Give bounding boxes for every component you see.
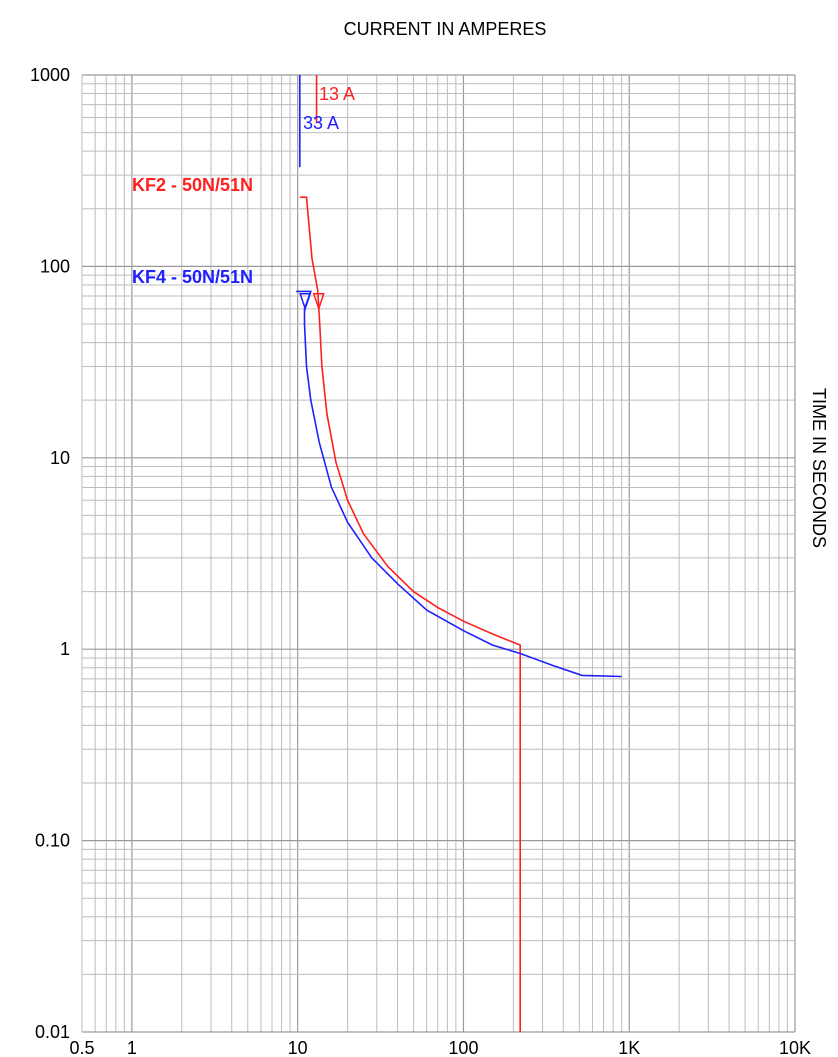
grid <box>81 74 796 1033</box>
pickup-triangle-kf2 <box>312 292 325 312</box>
x-tick-label: 1K <box>618 1038 640 1057</box>
y-tick-label: 100 <box>40 256 70 276</box>
y-tick-label: 0.10 <box>35 831 70 851</box>
x-axis-title: CURRENT IN AMPERES <box>344 19 547 39</box>
series-line-kf4 <box>296 290 622 678</box>
y-tick-label: 10 <box>50 448 70 468</box>
series-label-kf2: KF2 - 50N/51N <box>132 175 253 195</box>
y-tick-label: 1 <box>60 639 70 659</box>
y-tick-label: 0.01 <box>35 1022 70 1042</box>
x-tick-label: 100 <box>448 1038 478 1057</box>
x-tick-label: 10K <box>779 1038 811 1057</box>
pickup-label-33a: 33 A <box>303 113 339 133</box>
pickup-triangle-kf4 <box>299 292 312 312</box>
curves <box>296 196 622 1032</box>
y-axis-title: TIME IN SECONDS <box>809 388 829 548</box>
pickup-label-13a: 13 A <box>319 84 355 104</box>
series-line-kf2 <box>299 196 521 1032</box>
x-tick-label: 1 <box>127 1038 137 1057</box>
pickup-markers <box>299 75 325 312</box>
y-tick-label: 1000 <box>30 65 70 85</box>
x-tick-label: 0.5 <box>69 1038 94 1057</box>
tick-labels: 0.5 1 10 100 1K 10K 0.01 0.10 1 10 100 1000 <box>30 65 811 1057</box>
x-tick-label: 10 <box>288 1038 308 1057</box>
series-label-kf4: KF4 - 50N/51N <box>132 267 253 287</box>
